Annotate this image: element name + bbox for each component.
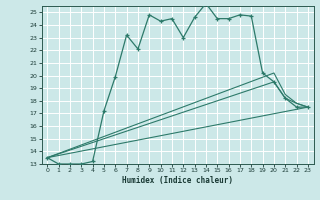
X-axis label: Humidex (Indice chaleur): Humidex (Indice chaleur) — [122, 176, 233, 185]
